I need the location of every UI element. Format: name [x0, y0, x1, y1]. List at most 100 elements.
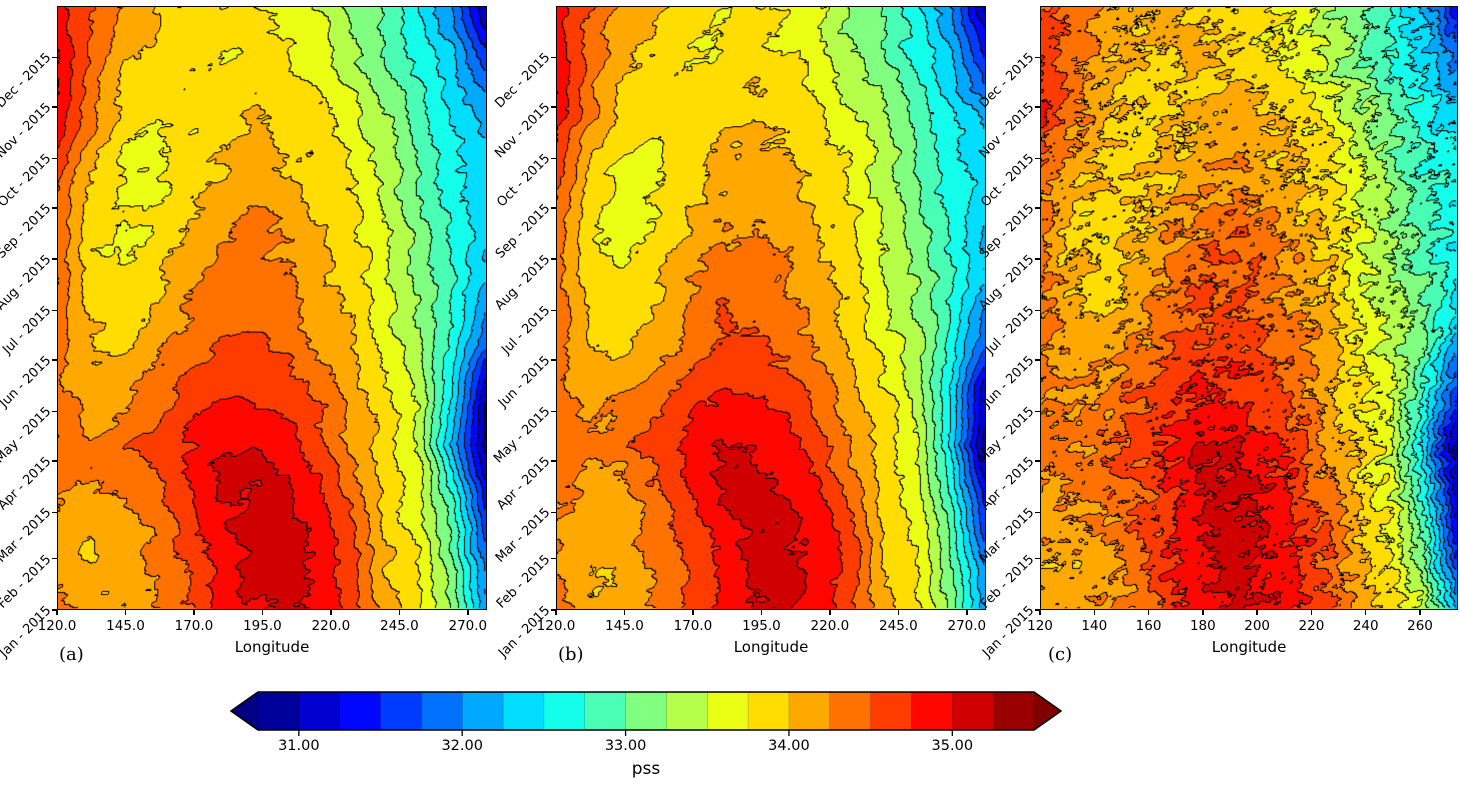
x-tick-label: 240 [1352, 618, 1379, 634]
x-tick-mark [1419, 610, 1421, 615]
y-tick-mark [1035, 56, 1040, 59]
x-tick-label: 270.0 [448, 618, 488, 634]
x-tick-label: 170.0 [673, 618, 713, 634]
x-tick-mark [555, 610, 557, 615]
y-tick-mark [52, 359, 57, 361]
x-tick-mark [330, 610, 332, 615]
colorbar-tick-label: 32.00 [441, 738, 483, 754]
contour-canvas-a [58, 7, 486, 609]
y-tick-mark [551, 557, 556, 560]
y-tick-mark [551, 511, 556, 514]
y-tick-mark [551, 157, 556, 160]
y-tick-mark [551, 207, 556, 209]
y-tick-mark [1035, 258, 1040, 260]
y-tick-mark [52, 56, 57, 59]
x-tick-label: 120.0 [536, 618, 576, 634]
x-tick-label: 260 [1407, 618, 1433, 634]
y-tick-mark [52, 258, 57, 260]
x-tick-label: 220.0 [311, 618, 351, 634]
x-tick-label: 140 [1081, 618, 1108, 634]
y-tick-mark [551, 258, 556, 260]
colorbar-label: pss [631, 759, 661, 779]
y-tick-mark [52, 557, 57, 560]
x-tick-label: 245.0 [879, 618, 918, 634]
x-tick-mark [760, 610, 763, 615]
x-tick-mark [692, 610, 694, 615]
x-tick-label: 220.0 [810, 618, 850, 634]
panel-c-plot [1040, 6, 1458, 610]
y-tick-mark [52, 511, 57, 514]
panel-b-caption: (b) [558, 644, 584, 665]
y-tick-mark [551, 106, 556, 108]
x-tick-mark [966, 610, 968, 615]
y-tick-mark [1035, 309, 1040, 312]
x-tick-mark [1364, 610, 1367, 615]
x-tick-label: 200 [1244, 618, 1271, 634]
x-tick-mark [623, 610, 626, 615]
y-tick-mark [1035, 460, 1040, 462]
panel-b-xaxis-label: Longitude [733, 638, 809, 656]
y-tick-mark [52, 410, 57, 413]
panel-a-plot [57, 6, 487, 610]
x-tick-mark [124, 610, 127, 615]
x-tick-mark [1310, 610, 1313, 615]
colorbar-svg [229, 691, 1063, 736]
y-tick-mark [1035, 106, 1040, 108]
y-tick-mark [52, 609, 57, 611]
panel-c-caption: (c) [1048, 644, 1073, 665]
y-tick-mark [52, 106, 57, 108]
colorbar-tick-label: 35.00 [931, 738, 974, 754]
x-tick-label: 170.0 [174, 618, 214, 634]
colorbar-tick-label: 31.00 [278, 738, 320, 754]
x-tick-mark [193, 610, 195, 615]
x-tick-mark [261, 610, 264, 615]
y-tick-mark [1035, 609, 1040, 611]
x-tick-mark [1039, 610, 1041, 615]
x-tick-label: 270.0 [947, 618, 987, 634]
colorbar-tick-label: 33.00 [604, 738, 647, 754]
y-tick-mark [1035, 359, 1040, 361]
x-tick-mark [1093, 610, 1096, 615]
y-tick-mark [52, 207, 57, 209]
x-tick-label: 180 [1189, 618, 1216, 634]
y-tick-mark [1035, 157, 1040, 160]
x-tick-label: 145.0 [106, 618, 145, 634]
y-tick-mark [1035, 511, 1040, 514]
y-tick-label: Jan - 2015 [0, 603, 55, 661]
x-tick-mark [467, 610, 469, 615]
y-tick-mark [1035, 410, 1040, 413]
contour-canvas-c [1041, 7, 1457, 609]
x-tick-mark [398, 610, 401, 615]
y-tick-mark [1035, 557, 1040, 560]
colorbar [229, 691, 1063, 737]
y-tick-mark [52, 460, 57, 462]
x-tick-mark [897, 610, 900, 615]
colorbar-tick-label: 34.00 [768, 738, 810, 754]
x-tick-label: 195.0 [243, 618, 282, 634]
y-tick-mark [551, 359, 556, 361]
x-tick-mark [1147, 610, 1150, 615]
y-tick-mark [551, 56, 556, 59]
x-tick-label: 120 [1027, 618, 1053, 634]
x-tick-label: 220 [1298, 618, 1325, 634]
x-tick-label: 145.0 [605, 618, 644, 634]
panel-a-caption: (a) [59, 644, 84, 665]
x-tick-label: 160 [1135, 618, 1162, 634]
y-tick-mark [551, 609, 556, 611]
x-tick-mark [829, 610, 831, 615]
y-tick-mark [52, 157, 57, 160]
contour-canvas-b [557, 7, 985, 609]
x-tick-mark [56, 610, 58, 615]
y-tick-mark [1035, 207, 1040, 209]
panel-c-xaxis-label: Longitude [1211, 638, 1287, 656]
y-tick-mark [551, 309, 556, 312]
panel-b-plot [556, 6, 986, 610]
y-tick-mark [551, 460, 556, 462]
x-tick-mark [1202, 610, 1204, 615]
x-tick-label: 245.0 [380, 618, 419, 634]
x-tick-mark [1256, 610, 1258, 615]
y-tick-mark [551, 410, 556, 413]
y-tick-mark [52, 309, 57, 312]
panel-a-xaxis-label: Longitude [234, 638, 310, 656]
